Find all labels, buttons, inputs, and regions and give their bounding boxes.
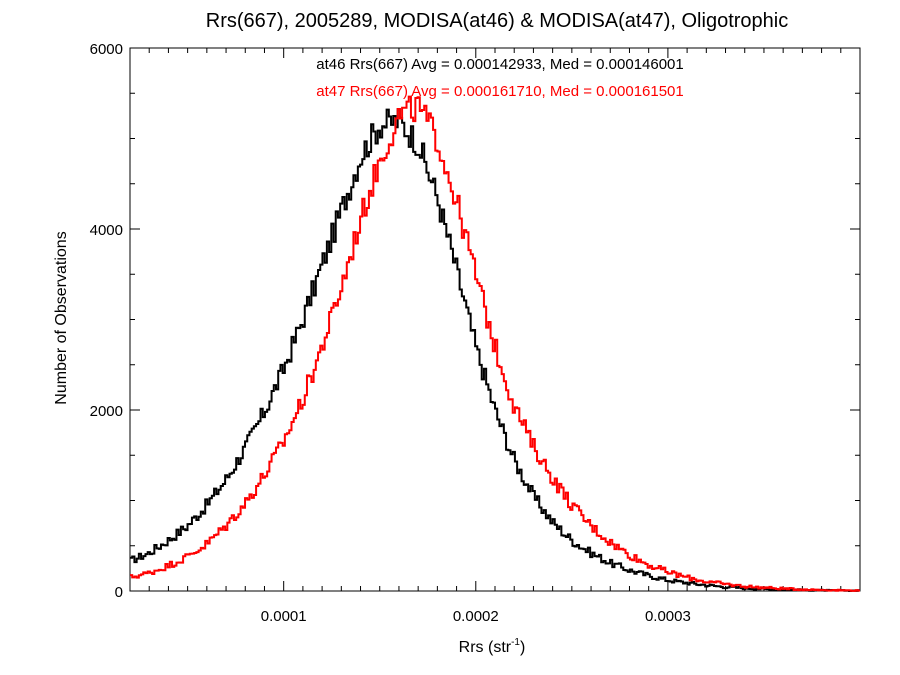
plot-frame: [129, 47, 861, 592]
x-axis-label-close: ): [520, 639, 525, 656]
x-tick-label-2: 0.0003: [645, 608, 691, 625]
y-tick-label-1: 2000: [90, 403, 123, 420]
x-tick-label-0: 0.0001: [261, 608, 307, 625]
y-tick-label-0: 0: [115, 584, 123, 601]
series-line-at47: [130, 95, 860, 592]
stats-at46: at46 Rrs(667) Avg = 0.000142933, Med = 0…: [316, 56, 684, 73]
x-axis-label-sup: -1: [511, 637, 520, 648]
chart-title: Rrs(667), 2005289, MODISA(at46) & MODISA…: [206, 10, 788, 32]
x-tick-label-1: 0.0002: [453, 608, 499, 625]
series-line-at46: [130, 108, 860, 592]
y-tick-label-2: 4000: [90, 222, 123, 239]
y-axis-ticks: 0 2000 4000 6000: [90, 41, 860, 601]
x-axis-label-main: Rrs (str: [459, 639, 512, 656]
stats-at47: at47 Rrs(667) Avg = 0.000161710, Med = 0…: [316, 83, 684, 100]
x-axis-ticks: 0.0001 0.0002 0.0003: [148, 48, 842, 625]
y-tick-label-3: 6000: [90, 41, 123, 58]
y-axis-label: Number of Observations: [53, 231, 70, 404]
x-axis-label: Rrs (str-1): [459, 637, 526, 656]
series-layer: [130, 95, 860, 592]
